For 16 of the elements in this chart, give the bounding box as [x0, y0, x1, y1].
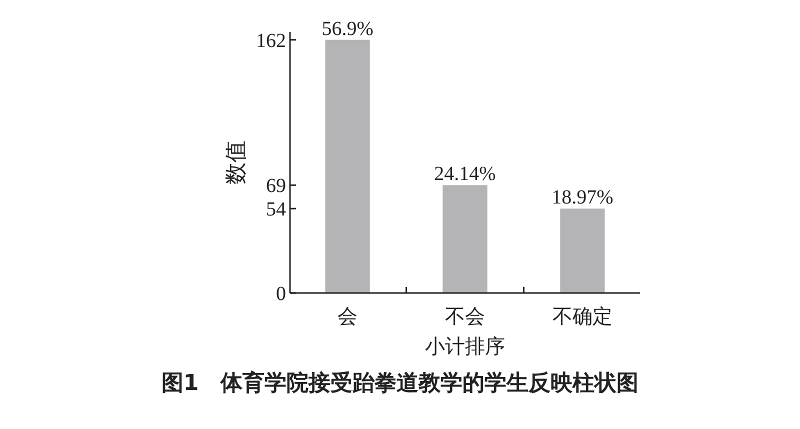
text: 图1 体育学院接受跆拳道教学的学生反映柱状图: [161, 370, 639, 396]
y-tick-label: 0: [276, 283, 286, 305]
y-tick-label: 69: [266, 175, 286, 198]
bar: [442, 185, 488, 293]
x-axis-title: 小计排序: [425, 336, 505, 358]
annotation: 18.97%: [552, 186, 614, 209]
annotation: 56.9%: [322, 18, 374, 40]
annotation: 24.14%: [434, 163, 496, 186]
y-tick-label: 54: [266, 198, 286, 221]
y-tick-label: 162: [256, 30, 286, 52]
x-tick-label: 不确定: [552, 306, 612, 328]
x-tick-label: 会: [338, 306, 358, 328]
y-axis-title: 数值: [223, 140, 248, 184]
bar: [325, 40, 370, 293]
x-tick-label: 不会: [445, 306, 485, 328]
bar: [560, 208, 605, 293]
